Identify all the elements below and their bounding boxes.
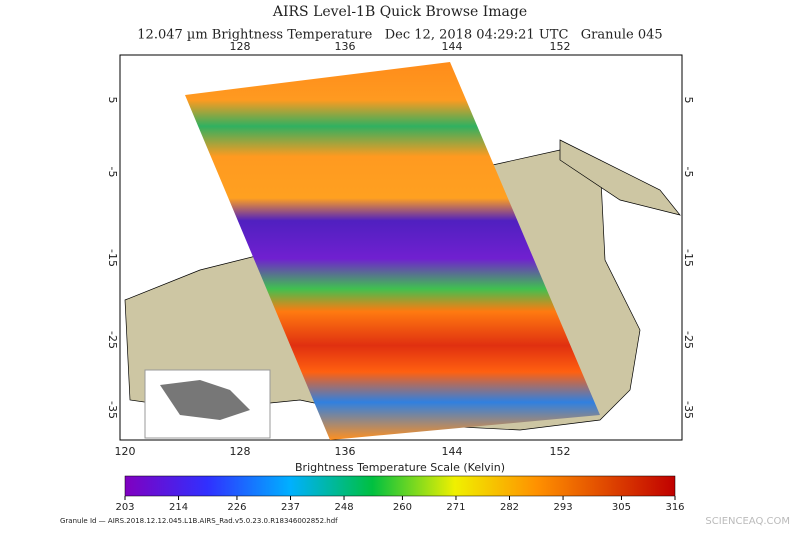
land [559, 139, 681, 216]
subtitle: 12.047 µm Brightness Temperature Dec 12,… [137, 28, 662, 43]
lon-label: 136 [335, 40, 356, 53]
colorbar-tick-label: 248 [334, 502, 353, 513]
lat-label: -5 [682, 167, 695, 178]
lat-label: -25 [682, 331, 695, 349]
lon-label: 144 [442, 445, 463, 458]
lat-label: -5 [106, 167, 119, 178]
lat-label: -15 [106, 249, 119, 267]
colorbar-tick-label: 305 [612, 502, 631, 513]
colorbar-tick-label: 316 [665, 502, 684, 513]
granule-id: Granule Id — AIRS.2018.12.12.045.L1B.AIR… [60, 517, 338, 525]
watermark: SCIENCEAQ.COM [705, 516, 790, 527]
colorbar [124, 475, 676, 497]
lon-label: 144 [442, 40, 463, 53]
colorbar-tick-label: 226 [227, 502, 246, 513]
lat-label: -25 [106, 331, 119, 349]
colorbar-tick-label: 214 [169, 502, 188, 513]
lat-label: 5 [106, 97, 119, 104]
colorbar-tick-label: 282 [500, 502, 519, 513]
lon-label: 152 [550, 40, 571, 53]
lat-label: 5 [682, 97, 695, 104]
colorbar-title: Brightness Temperature Scale (Kelvin) [295, 461, 505, 474]
lon-label: 128 [230, 40, 251, 53]
lon-label: 136 [335, 445, 356, 458]
colorbar-tick-label: 293 [554, 502, 573, 513]
swath [185, 62, 600, 440]
colorbar-tick-label: 203 [115, 502, 134, 513]
inset-land [160, 380, 250, 420]
lon-label: 152 [550, 445, 571, 458]
lon-label: 120 [115, 445, 136, 458]
lon-label: 128 [230, 445, 251, 458]
colorbar-tick-label: 237 [281, 502, 300, 513]
colorbar-tick-label: 271 [446, 502, 465, 513]
lat-label: -15 [682, 249, 695, 267]
title: AIRS Level-1B Quick Browse Image [272, 4, 527, 20]
lat-label: -35 [106, 401, 119, 419]
lat-label: -35 [682, 401, 695, 419]
colorbar-tick-label: 260 [393, 502, 412, 513]
